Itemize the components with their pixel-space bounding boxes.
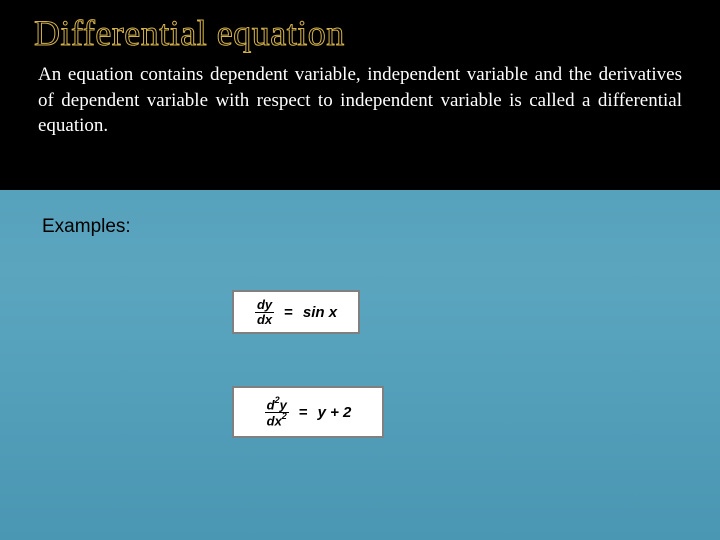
rhs-1: sin x [303, 304, 337, 321]
den2-sup: 2 [282, 411, 287, 421]
num2-sup: 2 [275, 395, 280, 405]
fraction-2: d2y dx2 [265, 397, 289, 428]
header-band: Differential equation An equation contai… [0, 0, 720, 190]
examples-label: Examples: [42, 216, 131, 238]
denominator-1: dx [255, 313, 274, 327]
den2-pre: dx [267, 413, 282, 428]
slide: Differential equation An equation contai… [0, 0, 720, 540]
num2-post: y [280, 397, 287, 412]
num2-pre: d [267, 397, 275, 412]
fraction-1: dy dx [255, 298, 274, 326]
slide-title: Differential equation [34, 12, 686, 54]
definition-text: An equation contains dependent variable,… [34, 62, 686, 139]
equation-1: dy dx = sin x [255, 298, 337, 326]
equals-1: = [284, 304, 293, 321]
denominator-2: dx2 [265, 413, 289, 428]
numerator-1: dy [255, 298, 274, 313]
equation-box-1: dy dx = sin x [232, 290, 360, 334]
equals-2: = [299, 404, 308, 421]
equation-2: d2y dx2 = y + 2 [265, 397, 352, 428]
rhs-2: y + 2 [318, 404, 352, 421]
equation-box-2: d2y dx2 = y + 2 [232, 386, 384, 438]
